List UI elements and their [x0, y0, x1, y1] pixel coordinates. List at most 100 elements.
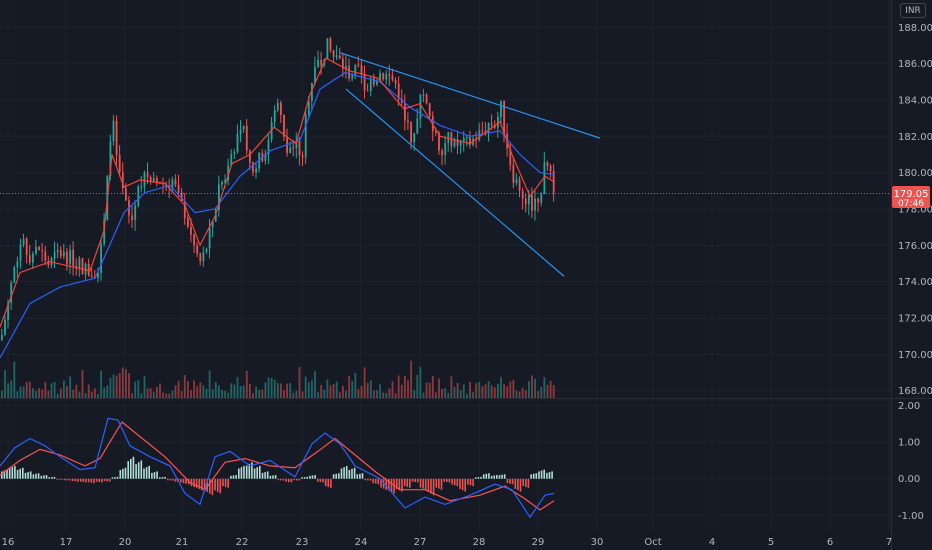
- volume-bar: [292, 392, 295, 398]
- price-axis[interactable]: 188.00 186.00 184.00 182.00 180.00 178.00 176.…: [898, 23, 932, 397]
- macd-histogram-bar: [446, 478, 448, 483]
- candle: [301, 151, 304, 166]
- volume-bar: [10, 380, 13, 398]
- volume-bar: [351, 381, 354, 398]
- volume-bar: [221, 389, 223, 398]
- macd-histogram-bar: [156, 471, 158, 479]
- candle: [205, 247, 208, 254]
- macd-histogram-bar: [72, 478, 74, 482]
- volume-bar: [233, 384, 236, 398]
- candle: [338, 47, 341, 59]
- macd-histogram-bar: [66, 478, 69, 481]
- time-tick-label: 6: [827, 537, 833, 548]
- currency-badge[interactable]: INR: [900, 3, 926, 18]
- volume-bar: [369, 380, 372, 398]
- time-axis[interactable]: 16 17 20 21 22 23 24 27 28 29 30 Oct 4 5 6 7: [2, 537, 893, 548]
- volume-bar: [190, 390, 192, 398]
- last-price-value: 179.05: [894, 189, 929, 200]
- volume-bar: [456, 382, 459, 398]
- volume-bar: [453, 386, 456, 398]
- volume-bar: [19, 386, 22, 398]
- macd-histogram-bar: [140, 460, 143, 479]
- volume-bar: [72, 389, 75, 398]
- candle: [360, 59, 363, 84]
- candle: [230, 149, 233, 166]
- macd-histogram-bar: [58, 478, 61, 480]
- volume-bar: [512, 379, 515, 398]
- price-tick-label: 178.00: [898, 204, 932, 215]
- macd-histogram-bar: [193, 478, 195, 487]
- candle: [459, 139, 462, 154]
- macd-histogram-bar: [201, 478, 203, 491]
- candle: [314, 56, 316, 86]
- volume-bar: [301, 391, 304, 398]
- candle: [357, 56, 360, 68]
- time-tick-label: 5: [768, 537, 774, 548]
- macd-histogram-bar: [3, 470, 6, 479]
- volume-bar: [428, 382, 431, 398]
- macd-histogram-bar: [511, 478, 514, 485]
- ema-slow-line: [0, 72, 555, 359]
- candle: [264, 149, 267, 165]
- volume-bar: [317, 392, 319, 398]
- volume-bar: [1, 390, 3, 398]
- volume-bar: [363, 367, 366, 398]
- volume-bar: [264, 382, 267, 398]
- macd-histogram-bar: [522, 478, 524, 487]
- macd-histogram-bar: [340, 468, 343, 479]
- volume-bar: [497, 383, 499, 398]
- macd-histogram-bar: [388, 478, 390, 491]
- price-tick-label: 174.00: [898, 277, 932, 288]
- candle: [183, 193, 186, 225]
- time-tick-label: Oct: [644, 537, 661, 548]
- candle: [131, 205, 133, 228]
- volume-bar: [326, 379, 329, 398]
- candle: [512, 156, 515, 189]
- macd-axis[interactable]: 2.00 1.00 0.00 -1.00: [898, 401, 924, 522]
- candle: [236, 124, 239, 154]
- volume-bar: [245, 370, 248, 398]
- macd-histogram-bar: [108, 478, 111, 482]
- volume-bar: [47, 390, 50, 398]
- candle: [298, 136, 301, 166]
- candle: [134, 200, 137, 231]
- candle: [177, 174, 180, 197]
- macd-histogram-bar: [8, 468, 11, 479]
- volume-bar: [115, 375, 118, 398]
- upper-trendline[interactable]: [339, 52, 601, 139]
- candle: [162, 177, 164, 194]
- macd-histogram-bar: [398, 478, 401, 491]
- volume-bar: [524, 390, 527, 398]
- volume-bar: [159, 383, 161, 398]
- macd-histogram-bar: [477, 477, 480, 479]
- macd-histogram-bar: [427, 478, 430, 492]
- macd-histogram-bar: [517, 478, 519, 491]
- macd-histogram-bar: [151, 472, 153, 479]
- candle: [450, 131, 453, 153]
- candle: [81, 257, 84, 275]
- macd-histogram-bar: [285, 478, 287, 482]
- volume-bar: [32, 388, 34, 398]
- macd-histogram-bar: [406, 478, 409, 487]
- macd-tick-label: -1.00: [898, 511, 924, 522]
- volume-bar: [261, 389, 264, 398]
- macd-histogram-bar: [82, 478, 85, 483]
- volume-bar: [493, 387, 496, 398]
- candle: [444, 135, 447, 165]
- volume-bar: [53, 381, 56, 398]
- candle: [388, 64, 391, 86]
- time-tick-label: 7: [886, 537, 892, 548]
- macd-histogram-bar: [469, 478, 472, 486]
- lower-trendline[interactable]: [345, 88, 565, 277]
- candle: [441, 148, 443, 166]
- macd-histogram-bar: [198, 478, 201, 489]
- candle: [44, 246, 47, 266]
- volume-bar: [276, 383, 279, 398]
- volume-bar: [360, 386, 363, 398]
- volume-bar: [528, 381, 530, 398]
- volume-bar: [193, 380, 195, 398]
- candle: [87, 258, 90, 277]
- macd-histogram-bar: [1, 471, 3, 479]
